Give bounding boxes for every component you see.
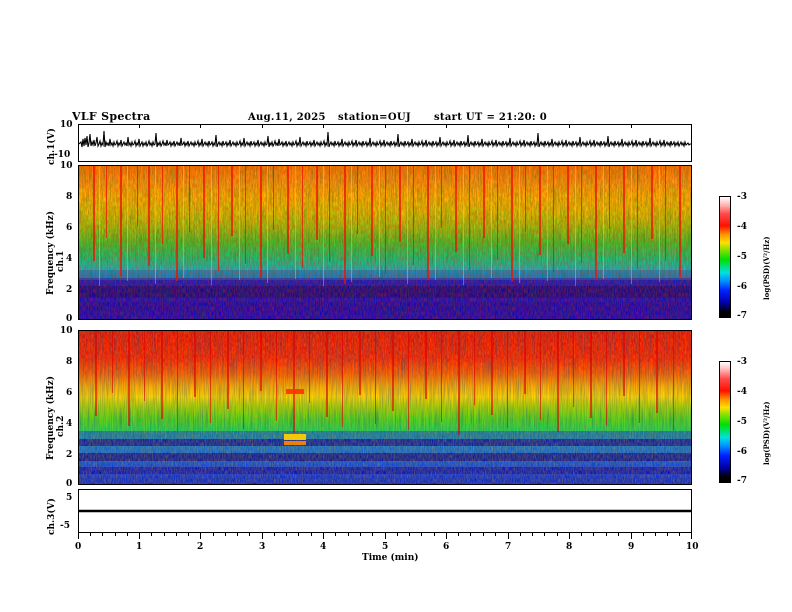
xtick-4: 4: [320, 542, 327, 552]
colorbar-ch2-label: log(PSD)(V²/Hz): [762, 401, 771, 465]
ch2-spec-ytick-2: 2: [66, 450, 73, 460]
ch3-ytick-bottom: -5: [60, 521, 70, 531]
ch2-spec-ylabel-channel: ch.2: [56, 415, 66, 437]
figure-title: VLF Spectra: [72, 110, 151, 123]
ch2-spec-ytick-10: 10: [60, 326, 73, 336]
cb2-tick--3: -3: [737, 357, 747, 367]
cb1-tick--5: -5: [737, 252, 747, 262]
xtick-8: 8: [566, 542, 573, 552]
ch1-ytick-top: 10: [60, 120, 73, 130]
xtick-3: 3: [259, 542, 266, 552]
xtick-10: 10: [686, 542, 699, 552]
ch1-spec-ylabel-channel: ch.1: [56, 250, 66, 272]
sferic-streaks: [93, 166, 681, 284]
cb1-tick--7: -7: [737, 311, 747, 321]
ch1-waveform-trace: [79, 130, 691, 149]
start-ut-label: start UT = 21:20: 0: [434, 112, 547, 123]
station-label: station=OUJ: [338, 112, 411, 123]
xtick-2: 2: [197, 542, 204, 552]
ch2-spec-ytick-8: 8: [66, 357, 73, 367]
cb1-tick--4: -4: [737, 222, 747, 232]
ch3-ytick-top: 5: [66, 493, 73, 503]
ch2-spec-ytick-0: 0: [66, 479, 73, 489]
ch1-spec-ytick-8: 8: [66, 192, 73, 202]
ch2-spec-ylabel-frequency: Frequency (kHz): [46, 375, 56, 460]
ch3-waveform-ylabel: ch.3(V): [47, 498, 57, 535]
cb1-tick--6: -6: [737, 282, 747, 292]
cb2-tick--6: -6: [737, 447, 747, 457]
ch1-spectrogram-panel: [78, 165, 692, 320]
ch1-spec-ytick-10: 10: [60, 161, 73, 171]
colorbar-ch1: [719, 196, 731, 318]
ch1-spec-ytick-0: 0: [66, 314, 73, 324]
ch1-waveform-ylabel: ch.1(V): [47, 128, 57, 165]
ch2-spec-ytick-6: 6: [66, 388, 73, 398]
xtick-5: 5: [382, 542, 389, 552]
ch1-ytick-bottom: -10: [54, 150, 71, 160]
xtick-1: 1: [136, 542, 143, 552]
ch1-spec-ytick-6: 6: [66, 223, 73, 233]
xtick-0: 0: [75, 542, 82, 552]
ch1-spectrogram-image: [79, 166, 691, 319]
ch2-spectrogram-panel: [78, 330, 692, 485]
cb2-tick--7: -7: [737, 476, 747, 486]
xtick-7: 7: [505, 542, 512, 552]
cb2-tick--4: -4: [737, 387, 747, 397]
ch1-spec-ylabel-frequency: Frequency (kHz): [46, 210, 56, 295]
x-axis-label: Time (min): [362, 553, 419, 563]
ch3-waveform-trace: [79, 509, 691, 513]
colorbar-ch1-label: log(PSD)(V²/Hz): [762, 236, 771, 300]
ch2-spectrogram-image: [79, 331, 691, 484]
cb1-tick--3: -3: [737, 192, 747, 202]
xtick-6: 6: [443, 542, 450, 552]
ch1-spec-ytick-2: 2: [66, 285, 73, 295]
colorbar-ch2: [719, 361, 731, 483]
ch1-waveform-panel: [78, 124, 692, 162]
ch1-spec-ytick-4: 4: [66, 254, 73, 264]
figure-date: Aug.11, 2025: [248, 112, 326, 123]
ch3-waveform-panel: [78, 489, 692, 533]
xtick-9: 9: [628, 542, 635, 552]
ch2-spec-ytick-4: 4: [66, 419, 73, 429]
cb2-tick--5: -5: [737, 417, 747, 427]
